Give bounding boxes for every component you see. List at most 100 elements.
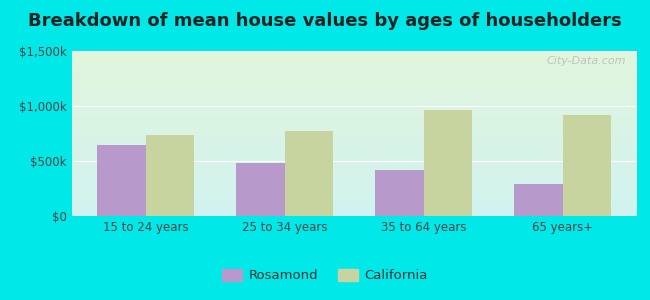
Bar [72,107,637,108]
Bar [72,160,637,161]
Bar [72,156,637,157]
Bar [72,65,637,66]
Bar [72,142,637,143]
Bar [72,82,637,83]
Bar [72,114,637,115]
Bar [72,95,637,96]
Bar [72,206,637,207]
Bar [72,136,637,137]
Bar [72,152,637,153]
Bar [72,103,637,104]
Bar [72,146,637,147]
Bar [72,182,637,183]
Bar [72,187,637,188]
Bar [72,200,637,201]
Bar [72,126,637,127]
Bar [72,66,637,67]
Bar [72,141,637,142]
Bar [72,128,637,129]
Bar [72,151,637,152]
Bar [72,101,637,102]
Bar [72,94,637,95]
Bar [72,188,637,189]
Bar [72,173,637,174]
Bar [72,60,637,61]
Bar [72,148,637,149]
Bar [72,185,637,186]
Bar [72,99,637,100]
Bar [72,144,637,145]
Bar [72,145,637,146]
Bar [72,52,637,53]
Bar [72,165,637,166]
Bar [72,183,637,184]
Bar [72,149,637,150]
Bar [72,92,637,93]
Bar [72,80,637,81]
Bar [72,97,637,98]
Bar [72,159,637,160]
Bar [72,155,637,156]
Bar [72,192,637,193]
Bar [72,174,637,175]
Bar [72,58,637,59]
Bar [72,53,637,54]
Bar [72,68,637,69]
Bar [72,154,637,155]
Bar [72,75,637,76]
Bar [72,59,637,60]
Bar [72,194,637,195]
Bar [72,110,637,111]
Bar [72,113,637,114]
Bar [72,157,637,158]
Bar [72,100,637,101]
Bar [146,135,194,216]
Bar [72,196,637,197]
Bar [72,74,637,75]
Bar [72,202,637,203]
Bar [72,88,637,89]
Bar [72,181,637,182]
Bar [72,54,637,55]
Bar [72,190,637,191]
Bar [98,145,146,216]
Bar [72,178,637,179]
Bar [72,169,637,170]
Bar [72,140,637,141]
Bar [72,131,637,132]
Bar [72,177,637,178]
Bar [72,191,637,192]
Bar [72,120,637,121]
Bar [72,197,637,198]
Bar [72,186,637,187]
Bar [72,104,637,105]
Bar [72,139,637,140]
Bar [72,91,637,92]
Bar [72,78,637,79]
Bar [72,189,637,190]
Bar [72,118,637,119]
Bar [72,170,637,171]
Bar [72,106,637,107]
Bar [72,175,637,176]
Bar [72,90,637,91]
Bar [563,115,611,216]
Bar [72,134,637,135]
Bar [72,70,637,71]
Bar [72,51,637,52]
Bar [72,135,637,136]
Bar [72,63,637,64]
Bar [72,215,637,216]
Bar [72,100,637,101]
Bar [72,143,637,144]
Bar [72,77,637,78]
Bar [72,87,637,88]
Bar [72,108,637,109]
Bar [72,167,637,168]
Bar [375,170,424,216]
Bar [72,85,637,86]
Bar [72,109,637,110]
Bar [72,127,637,128]
Bar [72,207,637,208]
Bar [72,124,637,125]
